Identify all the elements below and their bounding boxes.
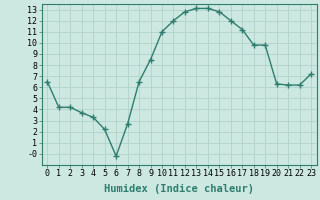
X-axis label: Humidex (Indice chaleur): Humidex (Indice chaleur) <box>104 184 254 194</box>
